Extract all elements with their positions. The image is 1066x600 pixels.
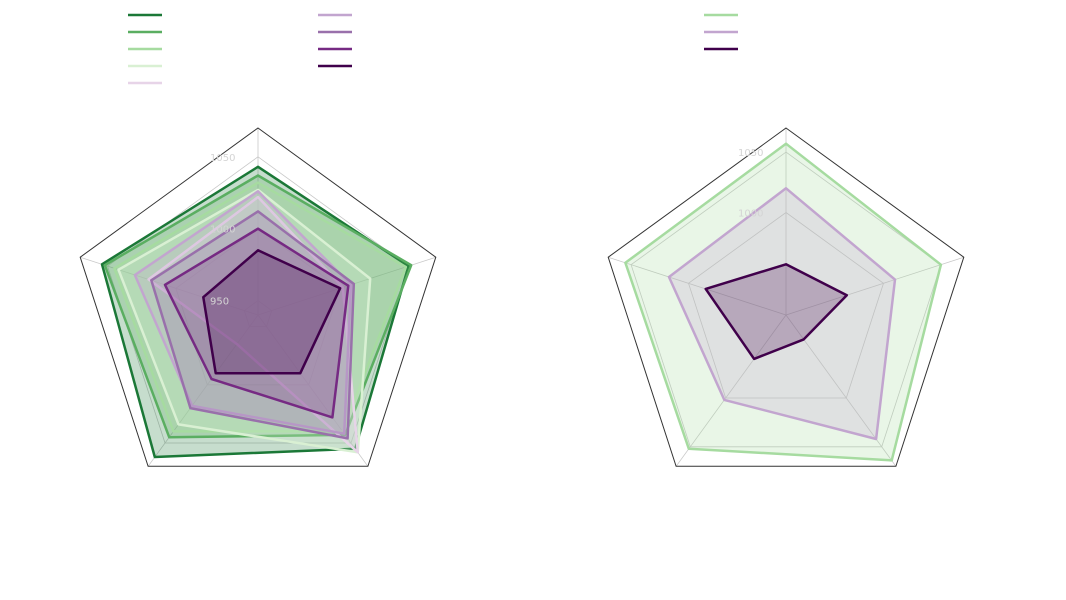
grid-spoke — [675, 314, 787, 467]
grid-ring — [175, 228, 341, 386]
radar-frame — [607, 127, 965, 467]
radar-chart-left: 950 1000 1050 — [79, 127, 437, 467]
tick-label: 1000 — [738, 209, 763, 220]
radar-chart-right: 1000 1050 — [607, 127, 965, 467]
tick-label: 1050 — [738, 148, 763, 159]
series-7-polygon — [150, 210, 356, 440]
legend-left — [128, 13, 352, 85]
tick-label: 1050 — [210, 153, 235, 164]
tick-label: 950 — [210, 297, 229, 308]
grid-spoke — [147, 314, 259, 467]
series-3-polygon — [113, 181, 408, 433]
legend-right — [704, 13, 738, 51]
grid-ring — [688, 212, 884, 399]
grid-spoke — [80, 256, 259, 316]
radar-frame — [79, 127, 437, 467]
series-9-polygon — [202, 249, 342, 375]
grid-spoke — [608, 256, 787, 316]
grid-spoke — [257, 314, 369, 467]
series-1-polygon — [624, 142, 943, 462]
series-3-polygon — [704, 263, 849, 361]
grid-spoke — [785, 256, 964, 316]
tick-label: 1000 — [210, 225, 235, 236]
grid-ring — [243, 300, 273, 328]
series-2-polygon — [667, 187, 897, 441]
